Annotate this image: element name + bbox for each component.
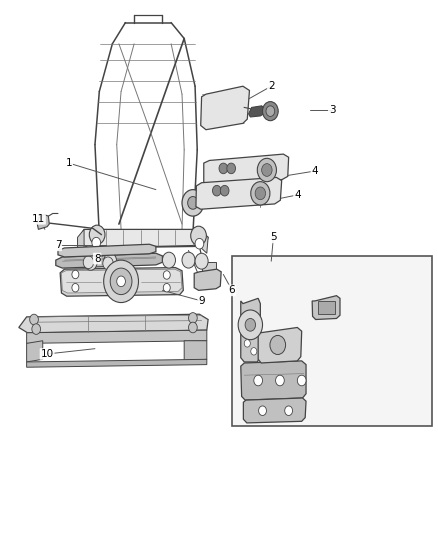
Circle shape [83, 256, 94, 269]
Text: 4: 4 [294, 190, 300, 200]
Circle shape [212, 185, 221, 196]
Circle shape [72, 270, 79, 279]
Circle shape [195, 253, 208, 269]
Polygon shape [27, 359, 207, 367]
Circle shape [163, 271, 170, 279]
Circle shape [92, 237, 101, 248]
Text: 2: 2 [268, 81, 275, 91]
Bar [318, 301, 335, 314]
Polygon shape [199, 229, 208, 253]
Polygon shape [56, 253, 162, 268]
Polygon shape [58, 244, 156, 257]
Bar [232, 256, 432, 425]
Circle shape [254, 375, 262, 386]
Polygon shape [61, 269, 182, 293]
Circle shape [32, 324, 41, 334]
Circle shape [245, 318, 255, 331]
Circle shape [191, 226, 206, 245]
Polygon shape [241, 361, 306, 400]
Circle shape [297, 375, 306, 386]
Text: 5: 5 [270, 232, 277, 243]
Text: 3: 3 [329, 105, 336, 115]
Circle shape [89, 225, 105, 244]
Polygon shape [204, 154, 289, 185]
Circle shape [257, 158, 276, 182]
Circle shape [188, 313, 197, 323]
Text: 1: 1 [66, 158, 72, 168]
Polygon shape [258, 327, 302, 363]
Polygon shape [27, 330, 207, 343]
Circle shape [251, 182, 270, 205]
Circle shape [163, 284, 170, 292]
Circle shape [244, 340, 251, 347]
Text: 7: 7 [55, 240, 61, 251]
Circle shape [104, 260, 138, 303]
Polygon shape [249, 106, 265, 117]
Polygon shape [312, 296, 340, 319]
Polygon shape [196, 177, 282, 209]
Circle shape [262, 102, 278, 120]
Polygon shape [19, 314, 208, 333]
Circle shape [261, 164, 272, 176]
Circle shape [251, 348, 257, 355]
Circle shape [270, 335, 286, 354]
Circle shape [72, 284, 79, 292]
Circle shape [285, 406, 293, 416]
Bar [202, 262, 215, 272]
Circle shape [162, 252, 176, 268]
Text: 10: 10 [41, 349, 53, 359]
Circle shape [255, 187, 265, 200]
Circle shape [182, 252, 195, 268]
Circle shape [227, 163, 236, 174]
Circle shape [187, 197, 198, 209]
Polygon shape [244, 398, 306, 423]
Circle shape [30, 314, 39, 325]
Circle shape [182, 190, 204, 216]
Text: 6: 6 [229, 285, 235, 295]
Polygon shape [78, 229, 84, 256]
Circle shape [84, 254, 97, 270]
Polygon shape [194, 269, 221, 290]
Circle shape [110, 268, 132, 295]
Circle shape [188, 322, 197, 333]
Polygon shape [37, 215, 49, 229]
Polygon shape [241, 298, 260, 362]
Circle shape [219, 163, 228, 174]
Polygon shape [78, 229, 208, 248]
Polygon shape [201, 86, 250, 130]
Polygon shape [60, 268, 184, 296]
Circle shape [266, 106, 275, 116]
Circle shape [104, 253, 117, 269]
Circle shape [276, 375, 284, 386]
Polygon shape [27, 341, 43, 362]
Circle shape [103, 257, 113, 270]
Text: 9: 9 [198, 296, 205, 306]
Circle shape [195, 238, 204, 249]
Circle shape [117, 276, 125, 287]
Polygon shape [184, 341, 207, 362]
Text: 4: 4 [311, 166, 318, 176]
Text: 8: 8 [94, 254, 100, 263]
Circle shape [220, 185, 229, 196]
Circle shape [258, 406, 266, 416]
Text: 11: 11 [32, 214, 45, 224]
Circle shape [238, 310, 262, 340]
